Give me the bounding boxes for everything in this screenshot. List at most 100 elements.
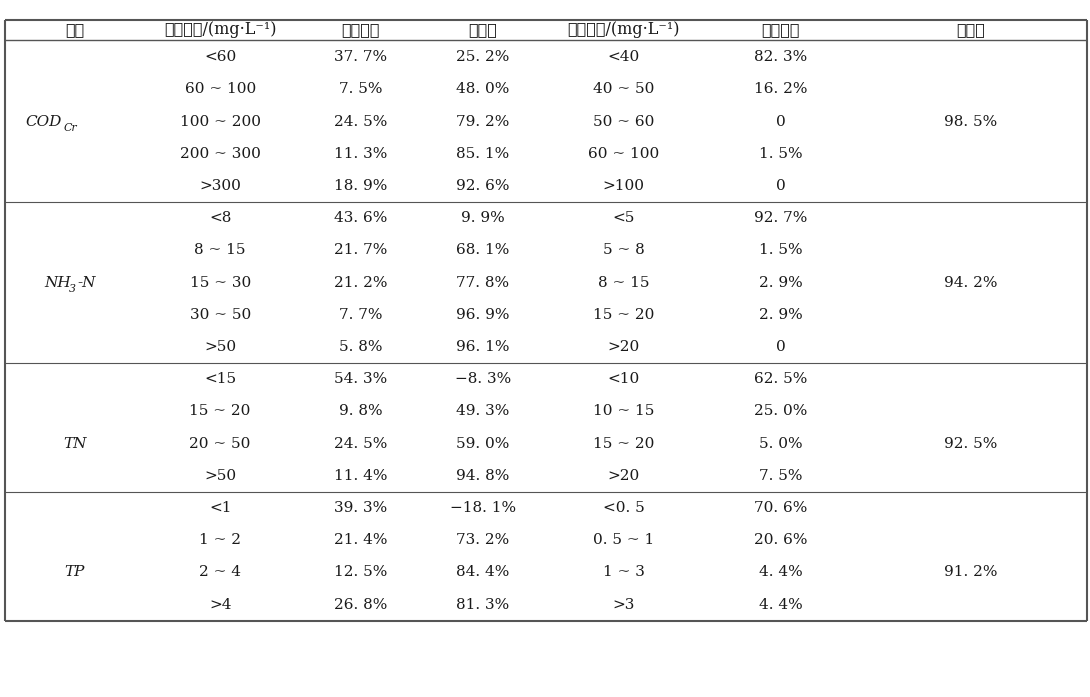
Text: −18. 1%: −18. 1% — [450, 501, 516, 515]
Text: 68. 1%: 68. 1% — [457, 243, 509, 257]
Text: 85. 1%: 85. 1% — [457, 147, 509, 161]
Text: 16. 2%: 16. 2% — [753, 82, 808, 96]
Text: <0. 5: <0. 5 — [603, 501, 644, 515]
Text: 7. 7%: 7. 7% — [339, 308, 383, 322]
Text: >300: >300 — [199, 179, 241, 193]
Text: −8. 3%: −8. 3% — [455, 372, 511, 386]
Text: 2 ~ 4: 2 ~ 4 — [199, 565, 241, 579]
Text: 20 ~ 50: 20 ~ 50 — [190, 436, 251, 450]
Text: 0: 0 — [776, 340, 785, 354]
Text: 59. 0%: 59. 0% — [457, 436, 509, 450]
Text: 15 ~ 20: 15 ~ 20 — [593, 308, 654, 322]
Text: 92. 7%: 92. 7% — [754, 211, 807, 225]
Text: 30 ~ 50: 30 ~ 50 — [190, 308, 251, 322]
Text: 0: 0 — [776, 179, 785, 193]
Text: 15 ~ 20: 15 ~ 20 — [593, 436, 654, 450]
Text: 3: 3 — [70, 284, 76, 294]
Text: <15: <15 — [204, 372, 237, 386]
Text: 项目: 项目 — [65, 22, 84, 38]
Text: TP: TP — [64, 565, 85, 579]
Text: 81. 3%: 81. 3% — [457, 597, 509, 611]
Text: 5. 8%: 5. 8% — [339, 340, 383, 354]
Text: <10: <10 — [607, 372, 640, 386]
Text: 43. 6%: 43. 6% — [335, 211, 387, 225]
Text: 所占比例: 所占比例 — [341, 22, 380, 38]
Text: 0. 5 ~ 1: 0. 5 ~ 1 — [593, 533, 654, 547]
Text: 进水浓度/(mg·L⁻¹): 进水浓度/(mg·L⁻¹) — [164, 22, 277, 38]
Text: >3: >3 — [613, 597, 634, 611]
Text: 73. 2%: 73. 2% — [457, 533, 509, 547]
Text: >20: >20 — [607, 469, 640, 483]
Text: 7. 5%: 7. 5% — [759, 469, 802, 483]
Text: 92. 5%: 92. 5% — [944, 436, 997, 450]
Text: 98. 5%: 98. 5% — [944, 114, 997, 128]
Text: 12. 5%: 12. 5% — [335, 565, 387, 579]
Text: 11. 4%: 11. 4% — [334, 469, 388, 483]
Text: 39. 3%: 39. 3% — [335, 501, 387, 515]
Text: 21. 7%: 21. 7% — [335, 243, 387, 257]
Text: 26. 8%: 26. 8% — [335, 597, 387, 611]
Text: 40 ~ 50: 40 ~ 50 — [593, 82, 654, 96]
Text: 5 ~ 8: 5 ~ 8 — [603, 243, 644, 257]
Text: 94. 8%: 94. 8% — [457, 469, 509, 483]
Text: 92. 6%: 92. 6% — [456, 179, 510, 193]
Text: 1 ~ 2: 1 ~ 2 — [199, 533, 241, 547]
Text: 21. 2%: 21. 2% — [334, 275, 388, 289]
Text: 出水浓度/(mg·L⁻¹): 出水浓度/(mg·L⁻¹) — [567, 22, 680, 38]
Text: <8: <8 — [209, 211, 231, 225]
Text: 60 ~ 100: 60 ~ 100 — [588, 147, 659, 161]
Text: <40: <40 — [607, 50, 640, 64]
Text: <60: <60 — [204, 50, 237, 64]
Text: 1. 5%: 1. 5% — [759, 243, 802, 257]
Text: Cr: Cr — [63, 123, 77, 133]
Text: 4. 4%: 4. 4% — [759, 597, 802, 611]
Text: 70. 6%: 70. 6% — [754, 501, 807, 515]
Text: 所占比例: 所占比例 — [761, 22, 800, 38]
Text: 2. 9%: 2. 9% — [759, 275, 802, 289]
Text: >50: >50 — [204, 469, 237, 483]
Text: 24. 5%: 24. 5% — [335, 436, 387, 450]
Text: 49. 3%: 49. 3% — [457, 404, 509, 418]
Text: 96. 1%: 96. 1% — [456, 340, 510, 354]
Text: 7. 5%: 7. 5% — [339, 82, 383, 96]
Text: >50: >50 — [204, 340, 237, 354]
Text: 96. 9%: 96. 9% — [456, 308, 510, 322]
Text: <5: <5 — [613, 211, 634, 225]
Text: 79. 2%: 79. 2% — [457, 114, 509, 128]
Text: 达标率: 达标率 — [956, 22, 985, 38]
Text: 50 ~ 60: 50 ~ 60 — [593, 114, 654, 128]
Text: 4. 4%: 4. 4% — [759, 565, 802, 579]
Text: <1: <1 — [209, 501, 231, 515]
Text: 25. 2%: 25. 2% — [457, 50, 509, 64]
Text: 2. 9%: 2. 9% — [759, 308, 802, 322]
Text: COD: COD — [25, 114, 62, 128]
Text: 10 ~ 15: 10 ~ 15 — [593, 404, 654, 418]
Text: 100 ~ 200: 100 ~ 200 — [180, 114, 261, 128]
Text: 48. 0%: 48. 0% — [457, 82, 509, 96]
Text: 21. 4%: 21. 4% — [334, 533, 388, 547]
Text: 24. 5%: 24. 5% — [335, 114, 387, 128]
Text: -N: -N — [78, 275, 96, 289]
Text: >100: >100 — [603, 179, 644, 193]
Text: 9. 9%: 9. 9% — [461, 211, 505, 225]
Text: NH: NH — [45, 275, 71, 289]
Text: 25. 0%: 25. 0% — [754, 404, 807, 418]
Text: 8 ~ 15: 8 ~ 15 — [597, 275, 650, 289]
Text: 62. 5%: 62. 5% — [754, 372, 807, 386]
Text: TN: TN — [63, 436, 86, 450]
Text: >20: >20 — [607, 340, 640, 354]
Text: 1. 5%: 1. 5% — [759, 147, 802, 161]
Text: >4: >4 — [209, 597, 231, 611]
Text: 82. 3%: 82. 3% — [754, 50, 807, 64]
Text: 11. 3%: 11. 3% — [335, 147, 387, 161]
Text: 0: 0 — [776, 114, 785, 128]
Text: 91. 2%: 91. 2% — [944, 565, 997, 579]
Text: 54. 3%: 54. 3% — [335, 372, 387, 386]
Text: 15 ~ 30: 15 ~ 30 — [190, 275, 251, 289]
Text: 1 ~ 3: 1 ~ 3 — [603, 565, 644, 579]
Text: 去除率: 去除率 — [469, 22, 497, 38]
Text: 200 ~ 300: 200 ~ 300 — [180, 147, 261, 161]
Text: 8 ~ 15: 8 ~ 15 — [194, 243, 246, 257]
Text: 20. 6%: 20. 6% — [753, 533, 808, 547]
Text: 37. 7%: 37. 7% — [335, 50, 387, 64]
